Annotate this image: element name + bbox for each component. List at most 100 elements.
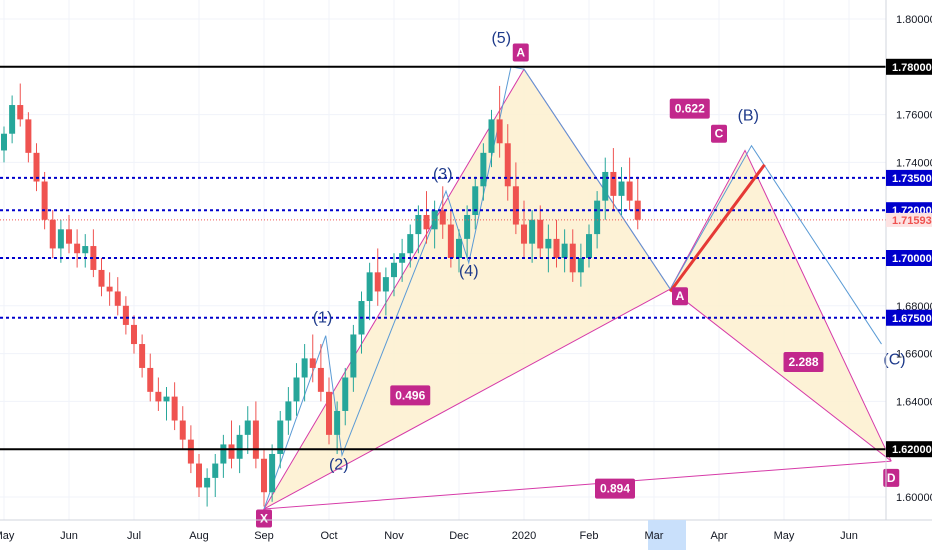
price-line-tag-label: 1.62000 [892, 444, 932, 456]
candle-body-up [350, 334, 357, 378]
elliott-wave-label: (C) [883, 351, 905, 368]
candle-body-up [407, 234, 414, 254]
pattern-point-label: C [715, 127, 724, 141]
time-tick-label: Oct [320, 530, 337, 542]
ratio-tag [669, 98, 710, 119]
price-line-tag-label: 1.67500 [892, 313, 932, 325]
pattern-line-xd [263, 460, 892, 510]
candle-body-up [480, 152, 487, 187]
candle-body-up [586, 234, 592, 258]
pattern-point-label: A [676, 289, 685, 303]
time-axis[interactable]: May Jun Jul Aug Sep Oct Nov Dec 2020 Feb Mar Apr May… [0, 520, 858, 550]
candle-body-down [90, 246, 97, 270]
time-tick-label: Dec [449, 530, 469, 542]
candle-body-up [1, 133, 7, 151]
candle-body-up [9, 105, 16, 134]
candle-body-up [163, 396, 170, 402]
candle-body-down [537, 219, 544, 249]
time-tick-label: May [774, 530, 795, 542]
elliott-wave-label: (2) [329, 457, 349, 474]
candle-body-up [391, 262, 397, 278]
price-line-tag-label: 1.70000 [892, 253, 932, 265]
time-tick-label: Sep [254, 530, 274, 542]
time-tick-label: Aug [189, 530, 209, 542]
elliott-wave-label: (1) [313, 310, 333, 327]
time-tick-label: Jul [127, 530, 141, 542]
candle-body-down [131, 324, 137, 345]
candle-body-up [236, 434, 243, 459]
candle-body-down [504, 143, 511, 187]
elliott-wave-label: (4) [459, 263, 479, 280]
time-tick-label: 2020 [512, 530, 536, 542]
candle-body-up [212, 463, 219, 478]
candle-body-down [98, 269, 105, 287]
candle-body-down [155, 391, 162, 402]
candle-body-down [496, 119, 503, 144]
time-tick-label: Nov [384, 530, 404, 542]
pattern-point-tag [512, 43, 529, 62]
time-tick-label: Feb [580, 530, 599, 542]
candle-body-down [196, 463, 202, 488]
price-line-tag [886, 250, 932, 266]
candle-body-up [602, 171, 609, 201]
candle-body-down [66, 229, 72, 244]
pattern-point-tag [256, 509, 272, 528]
candle-body-down [626, 181, 633, 201]
ratio-tag [595, 478, 635, 499]
elliott-wave-path [263, 66, 882, 510]
ratio-label: 2.288 [788, 355, 818, 369]
price-tick-label: 1.80000 [896, 14, 932, 26]
candle-body-up [220, 444, 227, 464]
candle-body-up [545, 238, 552, 249]
candle-body-down [49, 219, 56, 249]
price-line-tag [886, 58, 932, 75]
candle-body-down [114, 291, 121, 306]
candle-body-up [382, 277, 389, 292]
time-tick-label: Mar [645, 530, 664, 542]
price-line-tag [886, 441, 932, 458]
candle-body-down [447, 224, 454, 258]
candle-body-down [309, 358, 316, 368]
candle-body-down [439, 210, 446, 225]
harmonic-pattern [262, 66, 892, 511]
candle-body-down [25, 119, 32, 153]
candle-body-down [74, 243, 81, 254]
ratio-label: 0.622 [675, 102, 705, 116]
candle-body-up [269, 453, 276, 493]
price-axis[interactable]: 1.800001.760001.740001.700001.680001.660… [886, 14, 932, 504]
candle-body-up [204, 477, 211, 488]
candle-body-down [317, 367, 324, 392]
candle-body-down [553, 238, 560, 258]
candle-body-up [293, 377, 300, 402]
candle-body-up [334, 410, 341, 435]
candle-body-down [326, 391, 332, 435]
price-line-tag [886, 169, 932, 186]
candle-body-down [33, 152, 40, 182]
candle-body-up [366, 272, 373, 302]
ratio-label: 0.496 [395, 388, 425, 402]
price-tick-label: 1.60000 [896, 492, 932, 504]
candle-body-down [122, 305, 129, 325]
candle-body-down [171, 396, 178, 421]
pattern-point-label: D [887, 471, 896, 485]
candle-body-up [415, 214, 422, 235]
candle-body-up [577, 258, 584, 273]
time-tick-label: Jun [60, 530, 78, 542]
candle-body-down [261, 458, 267, 493]
candle-body-down [374, 272, 381, 292]
price-lines [0, 65, 886, 451]
candle-body-down [521, 224, 527, 244]
price-tick-label: 1.76000 [896, 110, 932, 122]
pattern-triangle-bcd [669, 149, 892, 462]
candle-body-up [285, 401, 292, 421]
candle-body-down [41, 181, 48, 220]
ratio-tag [783, 351, 824, 372]
candle-body-down [179, 420, 186, 440]
candle-body-up [82, 246, 89, 254]
elliott-wave-label: (B) [738, 108, 759, 125]
candle-body-down [17, 105, 24, 120]
candle-body-down [147, 367, 154, 392]
candle-body-up [244, 420, 251, 435]
pattern-point-label: X [260, 512, 268, 526]
